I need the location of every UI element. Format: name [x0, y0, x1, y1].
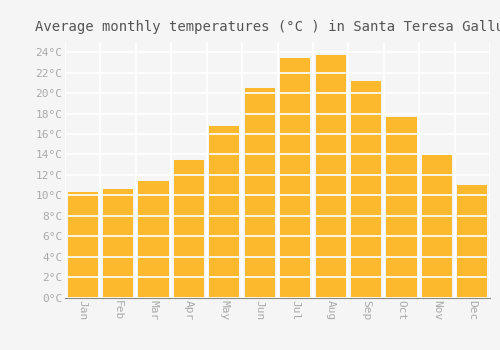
Bar	[351, 81, 381, 298]
Bar	[316, 55, 346, 298]
Bar	[174, 160, 204, 298]
Bar	[210, 126, 240, 298]
Title: Average monthly temperatures (°C ) in Santa Teresa Gallura: Average monthly temperatures (°C ) in Sa…	[34, 20, 500, 34]
Bar	[457, 185, 488, 298]
Bar	[386, 117, 416, 298]
Bar	[103, 189, 133, 298]
Bar	[280, 58, 310, 298]
Bar	[422, 155, 452, 298]
Bar	[68, 192, 98, 298]
Bar	[244, 88, 275, 298]
Bar	[138, 181, 168, 298]
